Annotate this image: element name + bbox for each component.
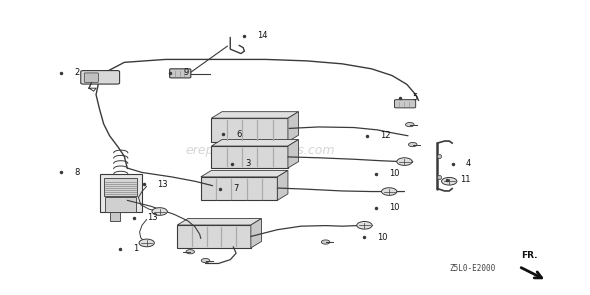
Circle shape	[382, 188, 397, 195]
Polygon shape	[177, 219, 261, 225]
Polygon shape	[201, 171, 288, 177]
FancyBboxPatch shape	[81, 71, 120, 84]
FancyBboxPatch shape	[106, 197, 136, 212]
Polygon shape	[211, 112, 299, 118]
Polygon shape	[277, 171, 288, 200]
FancyBboxPatch shape	[84, 73, 99, 82]
Text: 7: 7	[233, 184, 238, 193]
Text: ereplacementparts.com: ereplacementparts.com	[185, 144, 335, 157]
FancyBboxPatch shape	[170, 69, 191, 78]
Circle shape	[405, 122, 414, 127]
Text: 10: 10	[378, 232, 388, 242]
FancyBboxPatch shape	[395, 100, 416, 108]
FancyBboxPatch shape	[110, 212, 120, 221]
FancyBboxPatch shape	[211, 146, 288, 168]
Circle shape	[357, 222, 372, 229]
Text: 3: 3	[245, 159, 250, 168]
Text: 13: 13	[157, 180, 168, 189]
Text: 10: 10	[389, 169, 399, 178]
Text: 9: 9	[183, 68, 188, 77]
FancyBboxPatch shape	[201, 177, 277, 200]
Text: 12: 12	[381, 131, 391, 140]
Circle shape	[441, 178, 457, 185]
Text: 5: 5	[413, 93, 418, 102]
Polygon shape	[211, 140, 299, 146]
Text: 14: 14	[257, 32, 267, 40]
FancyBboxPatch shape	[211, 118, 288, 142]
FancyBboxPatch shape	[100, 174, 142, 212]
Polygon shape	[288, 140, 299, 168]
Text: 4: 4	[466, 159, 471, 168]
Polygon shape	[251, 219, 261, 248]
Text: 10: 10	[389, 203, 399, 212]
Text: 1: 1	[133, 244, 139, 253]
Circle shape	[139, 239, 155, 247]
Text: 11: 11	[460, 175, 470, 184]
Text: 6: 6	[236, 130, 241, 139]
Circle shape	[360, 223, 369, 227]
Circle shape	[408, 142, 417, 147]
Circle shape	[400, 160, 409, 164]
Text: 13: 13	[147, 214, 158, 222]
Text: 2: 2	[74, 68, 80, 77]
FancyBboxPatch shape	[177, 225, 251, 248]
FancyBboxPatch shape	[104, 178, 137, 196]
Text: 8: 8	[74, 168, 80, 177]
Text: FR.: FR.	[522, 251, 538, 260]
Text: Z5L0-E2000: Z5L0-E2000	[449, 264, 496, 273]
Circle shape	[385, 189, 394, 194]
Polygon shape	[288, 112, 299, 142]
Circle shape	[397, 158, 412, 165]
Circle shape	[201, 258, 210, 263]
Circle shape	[152, 208, 168, 215]
Circle shape	[322, 240, 330, 244]
Circle shape	[186, 250, 195, 254]
